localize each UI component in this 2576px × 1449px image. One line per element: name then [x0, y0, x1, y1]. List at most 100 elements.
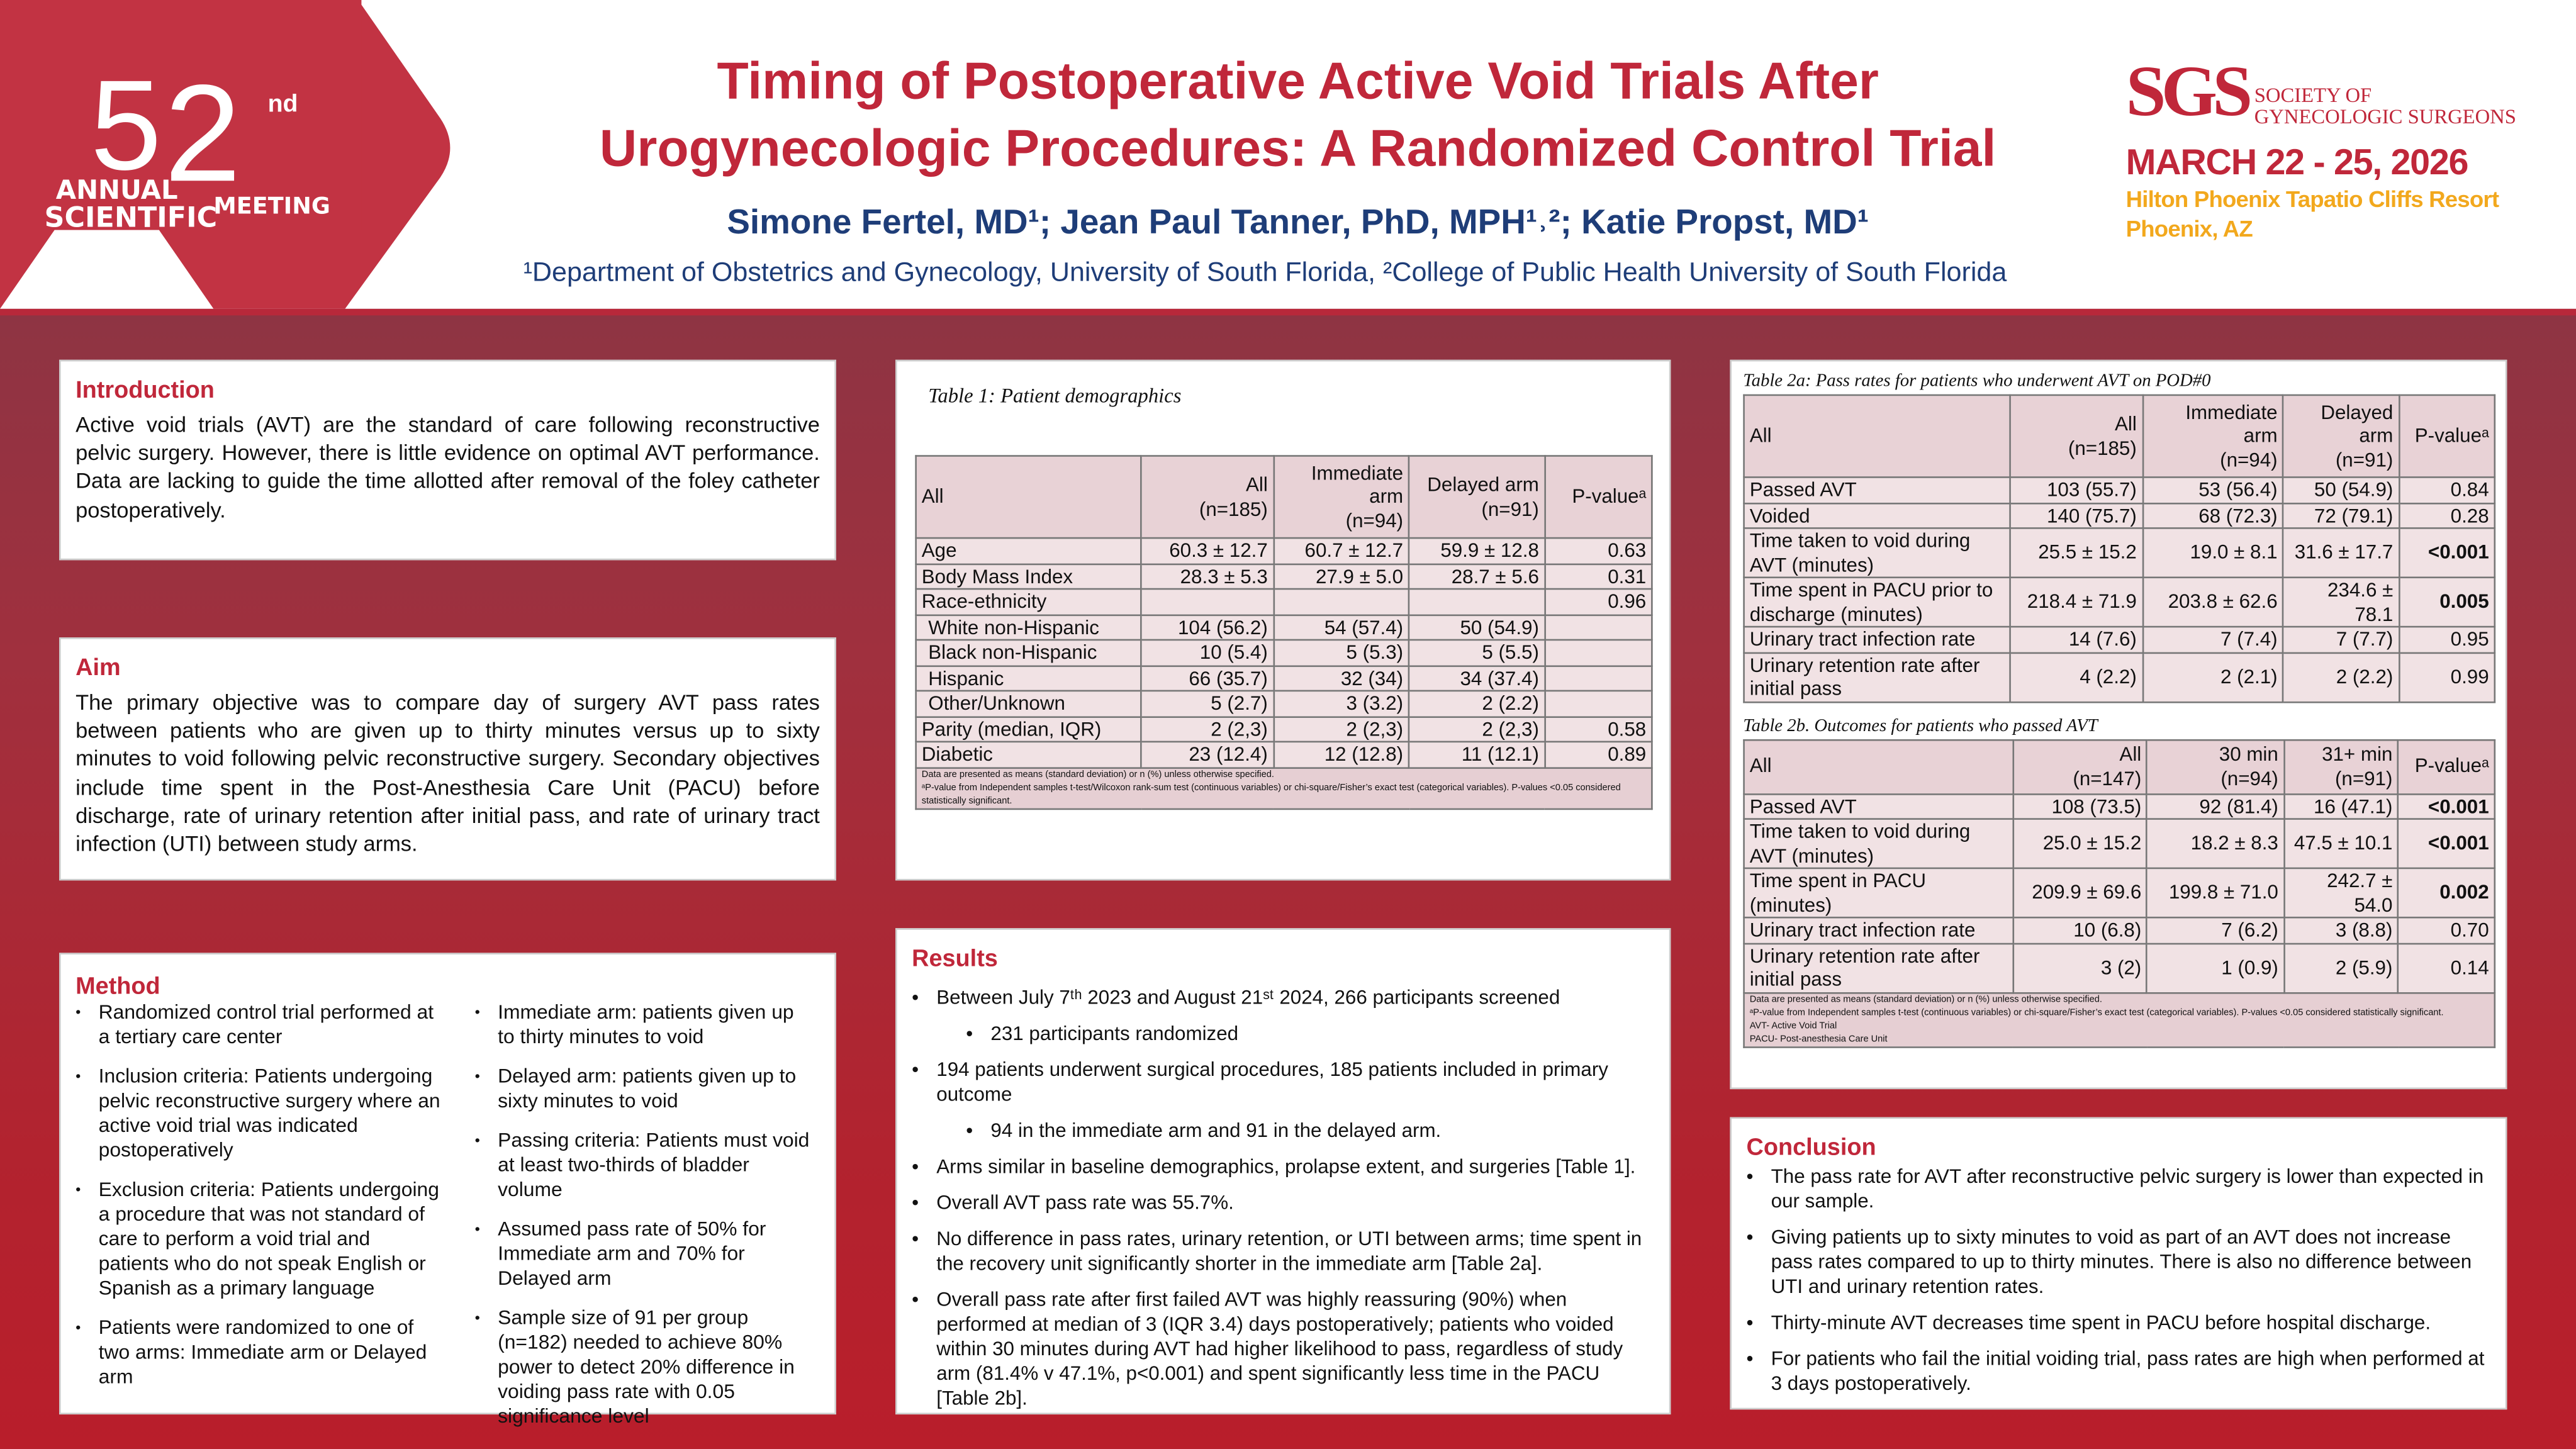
footnote: ᵃP-value from Independent samples t-test… — [1749, 1007, 2444, 1018]
table-cell: 32 (34) — [1272, 664, 1410, 692]
row-label: Black non-Hispanic — [915, 639, 1142, 666]
footnote: Data are presented as means (standard de… — [1749, 994, 2102, 1005]
table-row: Parity (median, IQR) 2 (2,3) 2 (2,3) 2 (2,3… — [915, 715, 1653, 743]
table-cell: 7 (6.2) — [2146, 916, 2285, 944]
table-row: Urinary tract infection rate 10 (6.8) 7 (6… — [1743, 916, 2496, 944]
svg-text:ANNUAL: ANNUAL — [56, 174, 178, 205]
table-cell: 0.84 — [2398, 476, 2496, 504]
table-cell: 5 (2.7) — [1140, 690, 1275, 717]
results-item: 231 participants randomized — [912, 1022, 1654, 1046]
table-cell: 92 (81.4) — [2146, 792, 2285, 820]
table-row: Time taken to void during AVT (minutes) 2… — [1743, 818, 2496, 870]
table-row: Hispanic 66 (35.7) 32 (34) 34 (37.4) — [915, 664, 1653, 692]
column-header: Immediate arm (n=94) — [2141, 394, 2285, 478]
table-cell: 0.31 — [1543, 562, 1653, 590]
footnote: PACU- Post-anesthesia Care Unit — [1749, 1034, 1888, 1044]
row-label: Parity (median, IQR) — [915, 715, 1142, 743]
table-cell: 2 (5.9) — [2283, 942, 2399, 993]
table-cell: 50 (54.9) — [2282, 476, 2400, 504]
table-cell: 0.96 — [1543, 588, 1653, 615]
results-item: Overall AVT pass rate was 55.7%. — [912, 1191, 1654, 1216]
table-cell: 2 (2,3) — [1272, 715, 1410, 743]
table-cell: 2 (2.1) — [2141, 651, 2285, 703]
row-label: Urinary tract infection rate — [1743, 625, 2010, 653]
table-cell: 68 (72.3) — [2141, 501, 2285, 529]
table-cell: 199.8 ± 71.0 — [2146, 867, 2285, 919]
table-cell: 10 (6.8) — [2012, 916, 2148, 944]
column-header: All (n=147) — [2012, 738, 2148, 795]
table-cell: 218.4 ± 71.9 — [2008, 576, 2144, 628]
table-cell: 16 (47.1) — [2283, 792, 2399, 820]
column-header: All (n=185) — [2008, 394, 2144, 478]
table-cell: 242.7 ± 54.0 — [2283, 867, 2399, 919]
method-item: Passing criteria: Patients must void at … — [475, 1129, 812, 1202]
table-cell: 18.2 ± 8.3 — [2146, 818, 2285, 870]
introduction-section: Introduction Active void trials (AVT) ar… — [59, 359, 836, 561]
table-cell — [1543, 613, 1653, 641]
method-item: Patients were randomized to one of two a… — [76, 1316, 445, 1389]
table-cell: 3 (3.2) — [1272, 690, 1410, 717]
table-cell: 11 (12.1) — [1408, 741, 1546, 768]
row-label: Time spent in PACU (minutes) — [1743, 867, 2014, 919]
sgs-logo: SGS SOCIETY OF GYNECOLOGIC SURGEONS MARCH … — [2125, 55, 2553, 243]
table-row: Passed AVT 103 (55.7) 53 (56.4) 50 (54.9) 0.… — [1743, 476, 2496, 504]
table-cell — [1543, 664, 1653, 692]
row-label: Passed AVT — [1743, 792, 2014, 820]
row-label: Passed AVT — [1743, 476, 2010, 504]
results-heading: Results — [912, 946, 998, 973]
table-row: Diabetic 23 (12.4) 12 (12.8) 11 (12.1) 0.89 — [915, 741, 1653, 768]
table-cell: 2 (2,3) — [1408, 715, 1546, 743]
method-list-left: Randomized control trial performed at a … — [76, 1000, 445, 1444]
row-label: Time taken to void during AVT (minutes) — [1743, 818, 2014, 870]
table-cell: 2 (2.2) — [2282, 651, 2400, 703]
poster-header: 5 2 nd ANNUAL SCIENTIFIC MEETING Timing … — [0, 0, 2576, 309]
table1-caption: Table 1: Patient demographics — [928, 384, 1182, 408]
table-cell: 7 (7.7) — [2282, 625, 2400, 653]
table-cell: 234.6 ± 78.1 — [2282, 576, 2400, 628]
table-cell: <0.001 — [2398, 527, 2496, 579]
svg-text:SCIENTIFIC: SCIENTIFIC — [44, 201, 217, 233]
conclusion-item: Thirty-minute AVT decreases time spent i… — [1746, 1311, 2490, 1336]
table-row: White non-Hispanic 104 (56.2) 54 (57.4) 50 … — [915, 613, 1653, 641]
table-cell: 0.99 — [2398, 651, 2496, 703]
table-row: Urinary retention rate after initial pas… — [1743, 651, 2496, 703]
row-label: Age — [915, 537, 1142, 564]
method-item: Delayed arm: patients given up to sixty … — [475, 1065, 812, 1114]
table-row: Body Mass Index 28.3 ± 5.3 27.9 ± 5.0 28.7 … — [915, 562, 1653, 590]
table-cell: 2 (2.2) — [1408, 690, 1546, 717]
table-cell: 5 (5.5) — [1408, 639, 1546, 666]
results-item: 194 patients underwent surgical procedur… — [912, 1058, 1654, 1107]
meeting-date: MARCH 22 - 25, 2026 — [2125, 141, 2469, 182]
table-cell: 0.95 — [2398, 625, 2496, 653]
column-header: P-valueᵃ — [2397, 738, 2496, 795]
results-item: Between July 7ᵗʰ 2023 and August 21ˢᵗ 20… — [912, 986, 1654, 1010]
table-cell: 108 (73.5) — [2012, 792, 2148, 820]
annual-meeting-logo: 5 2 nd ANNUAL SCIENTIFIC MEETING — [0, 0, 451, 309]
column-header: Delayed arm (n=91) — [1408, 455, 1546, 539]
table-cell: 28.7 ± 5.6 — [1408, 562, 1546, 590]
header-divider — [0, 308, 2576, 316]
table2b-caption: Table 2b. Outcomes for patients who pass… — [1743, 715, 2098, 736]
column-header: 30 min (n=94) — [2146, 738, 2285, 795]
table-cell: 27.9 ± 5.0 — [1272, 562, 1410, 590]
row-label: Body Mass Index — [915, 562, 1142, 590]
table-cell — [1543, 690, 1653, 717]
table-cell: 2 (2,3) — [1140, 715, 1275, 743]
table2a-caption: Table 2a: Pass rates for patients who un… — [1743, 371, 2211, 391]
table-row: Time spent in PACU prior to discharge (m… — [1743, 576, 2496, 628]
method-item: Randomized control trial performed at a … — [76, 1000, 445, 1049]
conclusion-item: The pass rate for AVT after reconstructi… — [1746, 1165, 2490, 1214]
column-header: All — [915, 455, 1142, 539]
poster-title-line2: Urogynecologic Procedures: A Randomized … — [599, 118, 1996, 177]
sgs-name-1: SOCIETY OF — [2254, 84, 2372, 107]
table-row: Voided 140 (75.7) 68 (72.3) 72 (79.1) 0.28 — [1743, 501, 2496, 529]
table-cell: 50 (54.9) — [1408, 613, 1546, 641]
table-cell: 25.5 ± 15.2 — [2008, 527, 2144, 579]
table-cell: 4 (2.2) — [2008, 651, 2144, 703]
table-cell: 14 (7.6) — [2008, 625, 2144, 653]
sgs-name-2: GYNECOLOGIC SURGEONS — [2254, 105, 2516, 128]
aim-heading: Aim — [76, 655, 121, 682]
table-cell: 66 (35.7) — [1140, 664, 1275, 692]
method-item: Assumed pass rate of 50% for Immediate a… — [475, 1217, 812, 1291]
table-cell: 28.3 ± 5.3 — [1140, 562, 1275, 590]
